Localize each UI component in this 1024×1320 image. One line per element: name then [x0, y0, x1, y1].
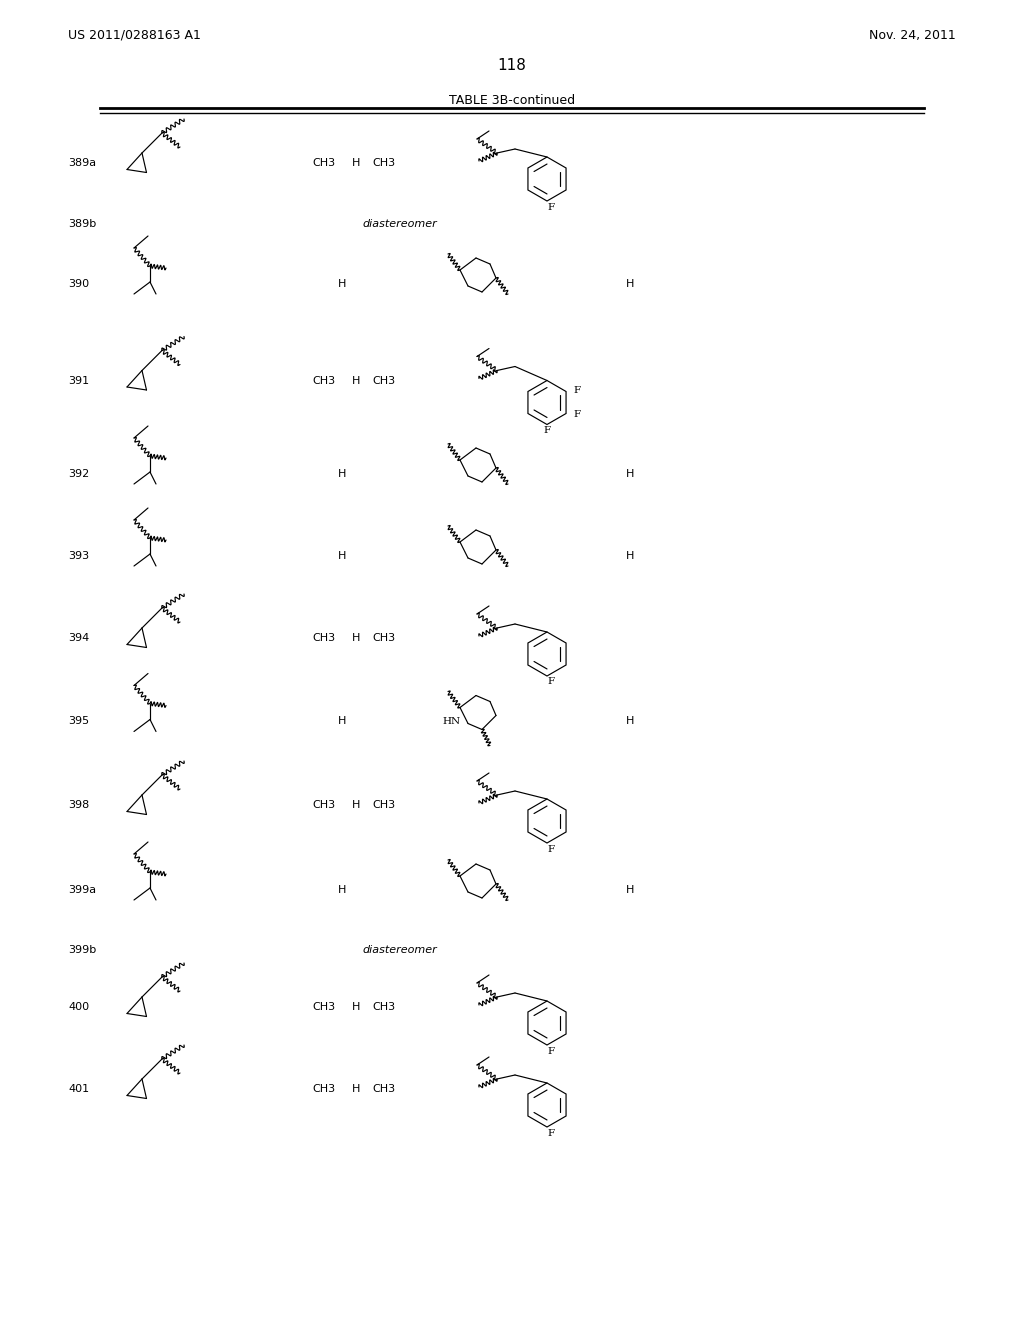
- Text: H: H: [338, 884, 346, 895]
- Text: F: F: [548, 845, 555, 854]
- Text: 400: 400: [68, 1002, 89, 1012]
- Text: HN: HN: [443, 717, 461, 726]
- Text: 391: 391: [68, 375, 89, 385]
- Text: CH3: CH3: [312, 375, 335, 385]
- Text: 395: 395: [68, 717, 89, 726]
- Text: H: H: [352, 375, 360, 385]
- Text: 394: 394: [68, 634, 89, 643]
- Text: H: H: [352, 1002, 360, 1012]
- Text: F: F: [548, 1047, 555, 1056]
- Text: F: F: [573, 411, 581, 418]
- Text: H: H: [626, 717, 634, 726]
- Text: 398: 398: [68, 800, 89, 810]
- Text: H: H: [338, 469, 346, 479]
- Text: F: F: [548, 1129, 555, 1138]
- Text: CH3: CH3: [312, 1084, 335, 1094]
- Text: F: F: [573, 385, 581, 395]
- Text: 390: 390: [68, 279, 89, 289]
- Text: CH3: CH3: [372, 634, 395, 643]
- Text: diastereomer: diastereomer: [362, 945, 437, 954]
- Text: CH3: CH3: [372, 1002, 395, 1012]
- Text: US 2011/0288163 A1: US 2011/0288163 A1: [68, 29, 201, 41]
- Text: H: H: [338, 550, 346, 561]
- Text: 399a: 399a: [68, 884, 96, 895]
- Text: 389b: 389b: [68, 219, 96, 228]
- Text: F: F: [548, 677, 555, 686]
- Text: CH3: CH3: [372, 800, 395, 810]
- Text: H: H: [352, 800, 360, 810]
- Text: CH3: CH3: [312, 634, 335, 643]
- Text: diastereomer: diastereomer: [362, 219, 437, 228]
- Text: 118: 118: [498, 58, 526, 74]
- Text: H: H: [352, 1084, 360, 1094]
- Text: H: H: [352, 158, 360, 168]
- Text: CH3: CH3: [372, 1084, 395, 1094]
- Text: CH3: CH3: [372, 375, 395, 385]
- Text: 393: 393: [68, 550, 89, 561]
- Text: CH3: CH3: [312, 158, 335, 168]
- Text: H: H: [338, 279, 346, 289]
- Text: F: F: [548, 202, 555, 211]
- Text: 399b: 399b: [68, 945, 96, 954]
- Text: H: H: [352, 634, 360, 643]
- Text: CH3: CH3: [312, 800, 335, 810]
- Text: H: H: [626, 469, 634, 479]
- Text: H: H: [626, 550, 634, 561]
- Text: TABLE 3B-continued: TABLE 3B-continued: [449, 94, 575, 107]
- Text: 389a: 389a: [68, 158, 96, 168]
- Text: H: H: [338, 717, 346, 726]
- Text: 392: 392: [68, 469, 89, 479]
- Text: H: H: [626, 279, 634, 289]
- Text: 401: 401: [68, 1084, 89, 1094]
- Text: F: F: [544, 426, 551, 436]
- Text: CH3: CH3: [312, 1002, 335, 1012]
- Text: CH3: CH3: [372, 158, 395, 168]
- Text: H: H: [626, 884, 634, 895]
- Text: Nov. 24, 2011: Nov. 24, 2011: [869, 29, 956, 41]
